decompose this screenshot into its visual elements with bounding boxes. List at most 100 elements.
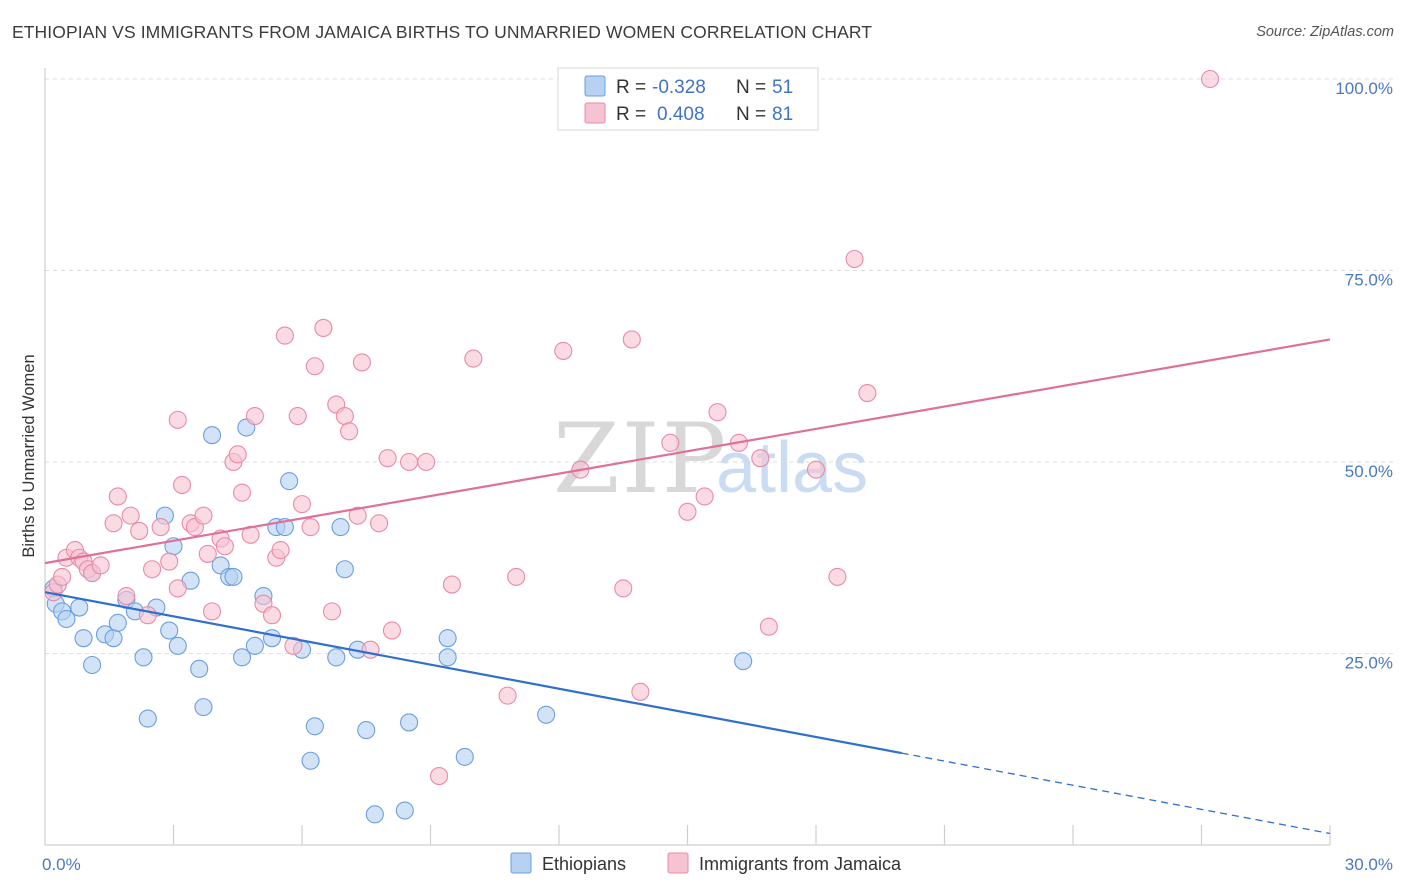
jamaica-point-58 <box>442 575 461 594</box>
ethiopians-point-45 <box>400 713 419 732</box>
ethiopians-point-5 <box>74 629 93 648</box>
ethiopians-point-21 <box>190 659 209 678</box>
ethiopians-point-3 <box>57 609 76 629</box>
x-tick-labels: 0.0% 30.0% <box>42 855 1393 874</box>
jamaica-point-61 <box>507 567 526 586</box>
bottom-legend-swatch-ethiopians <box>510 852 532 874</box>
y-tick-label-0: 25.0% <box>1345 654 1393 673</box>
jamaica-point-16 <box>143 560 162 579</box>
ethiopians-point-4 <box>70 598 89 617</box>
jamaica-point-10 <box>104 514 123 533</box>
jamaica-point-51 <box>361 640 380 659</box>
jamaica-point-48 <box>340 422 359 441</box>
jamaica-point-55 <box>400 452 419 472</box>
jamaica-point-69 <box>695 487 714 506</box>
jamaica-points <box>44 69 1220 786</box>
ethiopians-point-50 <box>734 652 753 671</box>
jamaica-point-19 <box>168 579 187 598</box>
chart-source: Source: ZipAtlas.com <box>1256 24 1394 40</box>
jamaica-point-40 <box>288 406 307 426</box>
jamaica-point-66 <box>631 682 650 701</box>
jamaica-point-56 <box>417 452 436 472</box>
jamaica-point-11 <box>108 487 127 506</box>
jamaica-point-70 <box>708 403 727 422</box>
jamaica-point-13 <box>121 506 140 525</box>
trend-lines <box>44 338 1331 835</box>
y-tick-label-2: 75.0% <box>1345 271 1393 290</box>
ethiopians-point-23 <box>203 426 222 445</box>
ethiopians-points <box>44 418 753 824</box>
ethiopians-point-36 <box>301 751 320 770</box>
ethiopians-point-39 <box>331 518 350 537</box>
jamaica-trend-line <box>44 338 1331 565</box>
jamaica-point-15 <box>138 606 157 625</box>
ethiopians-point-14 <box>138 709 157 728</box>
jamaica-point-75 <box>828 567 847 586</box>
legend-r-value-2: 0.408 <box>657 104 705 125</box>
y-axis-label: Births to Unmarried Women <box>20 354 38 557</box>
ethiopians-point-49 <box>537 705 556 724</box>
legend-n-value-2: 81 <box>772 104 793 125</box>
jamaica-point-59 <box>464 349 483 368</box>
jamaica-point-38 <box>275 326 294 345</box>
jamaica-point-60 <box>498 686 517 705</box>
jamaica-point-24 <box>194 506 213 525</box>
ethiopians-point-46 <box>438 648 457 667</box>
jamaica-point-39 <box>284 636 303 655</box>
bottom-legend: Ethiopians Immigrants from Jamaica <box>510 852 902 874</box>
ethiopians-point-47 <box>438 629 457 648</box>
bottom-legend-label-jamaica: Immigrants from Jamaica <box>699 854 902 874</box>
ethiopians-point-27 <box>232 648 252 667</box>
y-tick-labels: 25.0% 50.0% 75.0% 100.0% <box>1335 79 1393 673</box>
jamaica-point-35 <box>262 606 282 625</box>
jamaica-point-74 <box>806 460 826 479</box>
jamaica-point-31 <box>232 483 252 502</box>
jamaica-point-68 <box>678 502 697 521</box>
jamaica-point-67 <box>661 433 680 452</box>
legend-n-label-1: N = <box>736 77 766 98</box>
axes <box>44 68 1331 846</box>
jamaica-point-12 <box>117 586 136 606</box>
ethiopians-point-10 <box>108 613 127 632</box>
jamaica-point-45 <box>322 602 342 621</box>
legend-r-value-1: -0.328 <box>652 77 706 98</box>
jamaica-point-2 <box>53 567 72 586</box>
ethiopians-point-13 <box>134 648 153 667</box>
legend: R = -0.328 N = 51 R = 0.408 N = 81 <box>557 67 819 131</box>
ethiopians-point-38 <box>327 648 346 667</box>
jamaica-point-52 <box>370 514 389 533</box>
ethiopians-point-42 <box>357 721 376 740</box>
jamaica-point-44 <box>314 318 333 338</box>
chart-title: ETHIOPIAN VS IMMIGRANTS FROM JAMAICA BIR… <box>12 22 873 42</box>
jamaica-point-18 <box>160 552 179 571</box>
jamaica-point-64 <box>614 579 633 598</box>
legend-r-label-2: R = <box>616 104 646 125</box>
jamaica-point-76 <box>845 249 864 269</box>
ethiopians-point-26 <box>224 567 243 586</box>
jamaica-point-42 <box>301 518 320 537</box>
legend-swatch-jamaica <box>584 102 606 124</box>
jamaica-point-78 <box>1201 69 1220 89</box>
ethiopians-trend-line <box>44 591 902 755</box>
legend-n-value-1: 51 <box>772 77 793 98</box>
jamaica-point-54 <box>382 621 402 640</box>
ethiopians-point-44 <box>395 801 414 820</box>
jamaica-point-33 <box>245 406 264 426</box>
jamaica-point-14 <box>130 521 149 540</box>
x-tick-label-0: 0.0% <box>42 855 81 874</box>
jamaica-point-50 <box>352 353 372 372</box>
jamaica-point-9 <box>91 556 110 575</box>
y-tick-label-1: 50.0% <box>1345 462 1393 481</box>
x-tick-label-1: 30.0% <box>1345 855 1393 874</box>
ethiopians-point-22 <box>194 698 213 717</box>
ethiopians-point-6 <box>83 655 102 675</box>
bottom-legend-label-ethiopians: Ethiopians <box>542 854 626 874</box>
ethiopians-trend-line-extension <box>901 752 1331 835</box>
ethiopians-point-17 <box>160 621 179 640</box>
ethiopians-point-40 <box>335 560 354 579</box>
jamaica-point-57 <box>430 767 449 786</box>
jamaica-point-26 <box>203 602 222 621</box>
ethiopians-point-48 <box>455 747 474 766</box>
ethiopians-point-31 <box>262 629 282 648</box>
jamaica-point-47 <box>335 406 354 426</box>
